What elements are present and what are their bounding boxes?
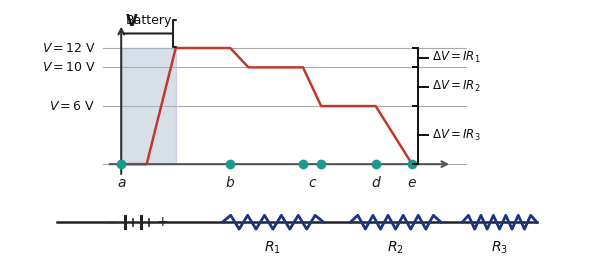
- Text: V: V: [126, 14, 138, 29]
- Text: $V = 6$ V: $V = 6$ V: [50, 99, 96, 112]
- Text: $+$: $+$: [156, 215, 168, 229]
- Text: $\Delta V = IR_2$: $\Delta V = IR_2$: [432, 79, 481, 94]
- Text: b: b: [226, 176, 235, 190]
- Text: $\Delta V = IR_1$: $\Delta V = IR_1$: [432, 50, 481, 65]
- Text: $-$: $-$: [105, 215, 118, 229]
- Text: Battery: Battery: [125, 14, 171, 27]
- Text: $V = 10$ V: $V = 10$ V: [42, 61, 96, 74]
- Text: $V = 12$ V: $V = 12$ V: [42, 41, 96, 54]
- Text: c: c: [308, 176, 316, 190]
- Text: e: e: [408, 176, 416, 190]
- Text: $R_1$: $R_1$: [264, 239, 281, 256]
- Text: $\Delta V = IR_3$: $\Delta V = IR_3$: [432, 128, 481, 143]
- Polygon shape: [121, 48, 176, 164]
- Text: $R_2$: $R_2$: [387, 239, 404, 256]
- Text: $R_3$: $R_3$: [491, 239, 508, 256]
- Text: d: d: [371, 176, 380, 190]
- Text: a: a: [117, 176, 125, 190]
